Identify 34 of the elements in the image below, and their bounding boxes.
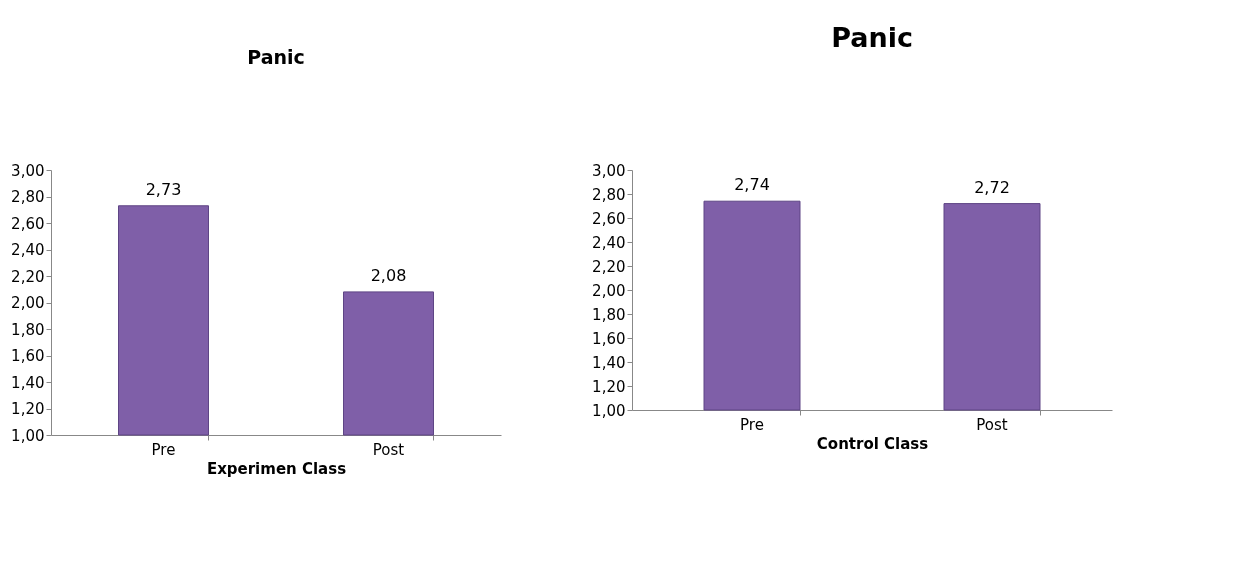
y-tick-label: 1,80 <box>592 305 626 324</box>
y-tick-label: 2,80 <box>11 188 45 206</box>
chart-title: Panic <box>247 46 305 68</box>
data-label: 2,72 <box>974 177 1010 197</box>
x-tick-label: Post <box>372 440 405 459</box>
y-tick-label: 2,40 <box>592 233 626 252</box>
x-tick-label: Pre <box>151 440 176 459</box>
x-tick-label: Pre <box>740 415 764 434</box>
y-tick-label: 2,40 <box>11 241 45 259</box>
y-tick-label: 2,00 <box>592 281 626 300</box>
y-tick-label: 2,00 <box>11 294 45 312</box>
y-tick-label: 2,80 <box>592 185 626 204</box>
y-tick-label: 3,00 <box>592 161 626 180</box>
y-tick-label: 2,60 <box>11 214 45 233</box>
data-label: 2,73 <box>145 179 182 199</box>
y-tick-label: 2,60 <box>592 209 626 228</box>
y-tick-label: 2,20 <box>592 257 626 276</box>
x-axis-title: Experimen Class <box>206 459 347 478</box>
y-tick-label: 1,60 <box>592 329 626 348</box>
y-tick-label: 3,00 <box>11 161 45 180</box>
y-tick-label: 1,00 <box>592 401 626 420</box>
y-tick-label: 2,20 <box>11 267 45 286</box>
data-label: 2,08 <box>370 265 407 285</box>
y-tick-label: 1,00 <box>11 426 45 445</box>
y-tick-label: 1,40 <box>11 373 45 392</box>
y-tick-label: 1,20 <box>592 377 626 396</box>
x-axis-title: Control Class <box>816 434 929 453</box>
y-tick-label: 1,60 <box>11 347 45 365</box>
y-tick-label: 1,80 <box>11 320 45 339</box>
data-label: 2,74 <box>734 175 770 195</box>
y-tick-label: 1,40 <box>592 353 626 372</box>
x-tick-label: Post <box>976 415 1008 434</box>
y-tick-label: 1,20 <box>11 400 45 418</box>
chart-title: Panic <box>831 22 913 53</box>
